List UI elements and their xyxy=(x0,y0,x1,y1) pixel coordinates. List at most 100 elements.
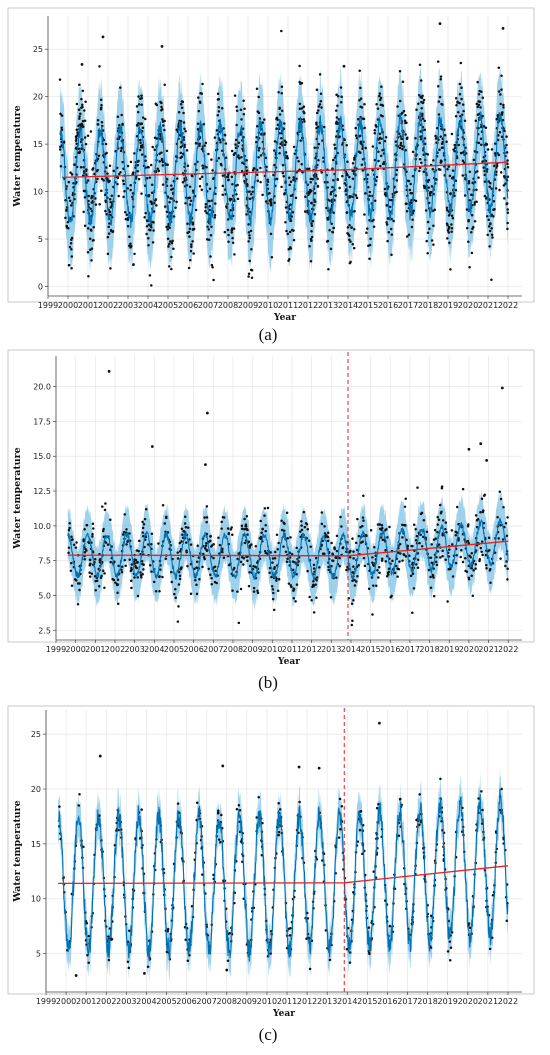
observation-point xyxy=(336,104,339,108)
outlier-point xyxy=(143,971,146,975)
observation-point xyxy=(423,137,427,140)
observation-point xyxy=(237,621,241,625)
observation-point xyxy=(340,804,344,808)
observation-point xyxy=(487,180,491,183)
observation-point xyxy=(402,109,406,113)
y-tick-label: 15 xyxy=(33,140,43,149)
observation-point xyxy=(292,589,295,593)
observation-point xyxy=(351,162,355,165)
observation-point xyxy=(447,227,450,230)
observation-point xyxy=(176,802,180,805)
observation-point xyxy=(387,231,391,234)
observation-point xyxy=(191,228,195,231)
observation-point xyxy=(454,97,458,100)
observation-point xyxy=(315,111,319,115)
observation-point xyxy=(190,243,193,246)
observation-point xyxy=(129,183,132,187)
observation-point xyxy=(177,111,181,114)
observation-point xyxy=(436,523,439,526)
observation-point xyxy=(359,86,362,90)
observation-point xyxy=(354,126,357,130)
observation-point xyxy=(67,196,71,199)
observation-point xyxy=(198,577,201,581)
observation-point xyxy=(311,585,314,589)
observation-point xyxy=(425,239,428,243)
observation-point xyxy=(213,136,217,139)
observation-point xyxy=(390,233,394,236)
observation-point xyxy=(158,575,161,578)
observation-point xyxy=(348,223,351,227)
observation-point xyxy=(411,544,414,548)
observation-point xyxy=(418,63,422,67)
observation-point xyxy=(161,164,165,167)
observation-point xyxy=(327,268,330,271)
observation-point xyxy=(387,567,391,571)
observation-point xyxy=(309,237,313,241)
observation-point xyxy=(158,152,161,156)
observation-point xyxy=(273,163,276,167)
observation-point xyxy=(353,584,357,587)
observation-point xyxy=(439,77,443,81)
observation-point xyxy=(367,587,371,590)
observation-point xyxy=(179,102,183,106)
observation-point xyxy=(123,558,126,562)
observation-point xyxy=(420,96,424,99)
observation-point xyxy=(373,158,377,162)
observation-point xyxy=(180,106,184,109)
observation-point xyxy=(420,107,423,110)
observation-point xyxy=(227,240,230,243)
observation-point xyxy=(159,100,162,104)
observation-point xyxy=(78,115,81,118)
x-tick-label: 2008 xyxy=(218,301,238,310)
observation-point xyxy=(504,522,508,525)
observation-point xyxy=(275,127,278,130)
observation-point xyxy=(489,222,492,225)
observation-point xyxy=(166,228,169,231)
observation-point xyxy=(439,777,442,781)
observation-point xyxy=(365,231,368,235)
x-tick-label: 2009 xyxy=(237,997,257,1006)
observation-point xyxy=(248,236,251,240)
observation-point xyxy=(187,266,191,270)
observation-point xyxy=(506,166,510,169)
x-tick-label: 2016 xyxy=(380,645,400,654)
observation-point xyxy=(104,200,108,204)
observation-point xyxy=(202,552,205,556)
observation-point xyxy=(204,209,207,213)
observation-point xyxy=(399,797,402,801)
observation-point xyxy=(466,539,470,543)
observation-point xyxy=(325,240,329,243)
observation-point xyxy=(150,284,153,287)
observation-point xyxy=(348,961,352,964)
observation-point xyxy=(249,229,253,233)
observation-point xyxy=(411,191,414,195)
observation-point xyxy=(78,582,81,585)
observation-point xyxy=(479,511,482,514)
observation-point xyxy=(137,121,140,125)
x-tick-label: 2013 xyxy=(318,301,338,310)
observation-point xyxy=(497,90,501,93)
observation-point xyxy=(87,275,90,278)
observation-point xyxy=(470,193,473,196)
observation-point xyxy=(170,570,173,574)
observation-point xyxy=(318,566,321,569)
observation-point xyxy=(346,160,349,163)
x-tick-label: 2008 xyxy=(223,645,243,654)
observation-point xyxy=(320,522,324,526)
observation-point xyxy=(491,893,495,897)
observation-point xyxy=(450,230,453,233)
observation-point xyxy=(456,100,459,103)
observation-point xyxy=(221,174,225,177)
observation-point xyxy=(263,132,266,135)
observation-point xyxy=(328,199,331,202)
observation-point xyxy=(248,544,252,547)
observation-point xyxy=(142,522,146,526)
observation-point xyxy=(395,168,399,172)
observation-point xyxy=(258,146,261,150)
observation-point xyxy=(309,177,313,181)
observation-point xyxy=(199,91,202,95)
observation-point xyxy=(90,259,93,262)
observation-point xyxy=(145,232,148,236)
observation-point xyxy=(429,193,432,197)
